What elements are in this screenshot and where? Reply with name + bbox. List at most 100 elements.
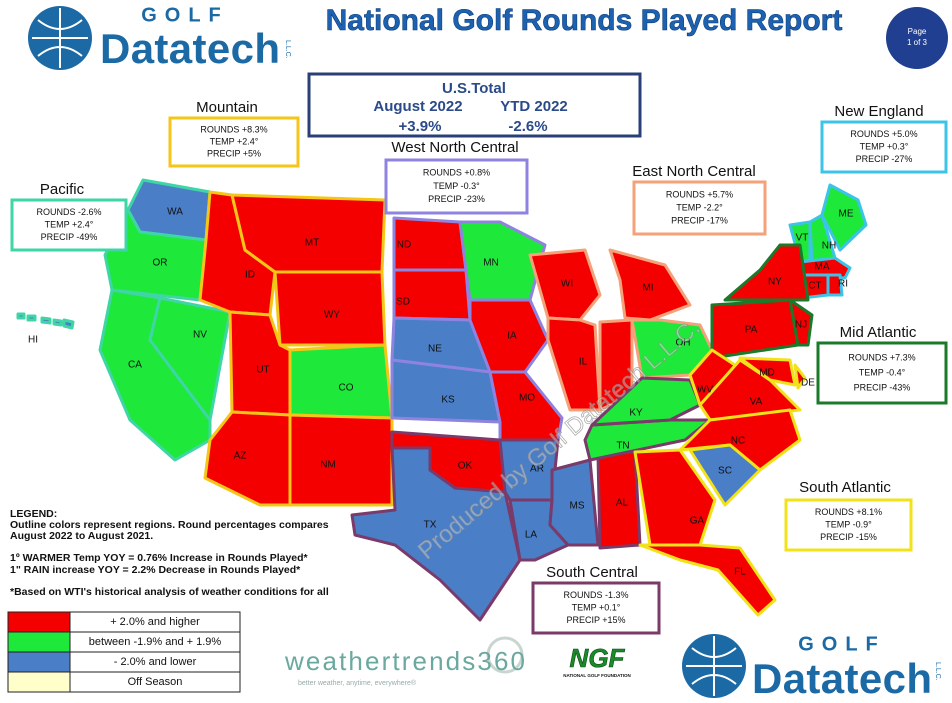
region-stat: TEMP -0.3° — [433, 181, 480, 191]
region-title: New England — [834, 103, 923, 120]
state-label: KY — [629, 408, 643, 419]
us-map — [16, 178, 868, 622]
legend-swatch — [7, 611, 71, 633]
state — [738, 356, 797, 387]
state-label: IA — [507, 331, 517, 342]
state-label: MD — [759, 368, 775, 379]
region-stat: PRECIP -49% — [41, 232, 98, 242]
state-label: NE — [428, 344, 442, 355]
region-box — [384, 158, 529, 215]
legend-title: LEGEND: — [10, 508, 57, 520]
state — [688, 443, 762, 507]
state-label: TN — [616, 441, 629, 452]
us-total-label: U.S.Total — [442, 80, 506, 97]
region-box — [816, 341, 948, 405]
state-label: NJ — [795, 320, 807, 331]
state-label: PA — [745, 325, 758, 336]
region-stat: PRECIP -17% — [671, 215, 728, 225]
region-stat: ROUNDS -1.3% — [563, 590, 628, 600]
state-label: WI — [561, 279, 573, 290]
state-label: MS — [570, 501, 585, 512]
region-stat: ROUNDS -2.6% — [36, 207, 101, 217]
legend-swatch — [7, 671, 71, 693]
logo: GOLF Datatech L.L.C. — [28, 4, 291, 72]
state-label: OK — [458, 461, 473, 472]
region-stat: PRECIP +5% — [207, 148, 261, 158]
region-stat: PRECIP -43% — [854, 382, 911, 392]
state-label: ND — [397, 240, 411, 251]
region-stat: PRECIP -27% — [856, 154, 913, 164]
state-labels: WA OR CA NV HI ID MT WY UT CO AZ NM ND SD MN NE KS IA MO WI… — [28, 207, 854, 578]
state-label: RI — [838, 279, 848, 290]
region-title: South Atlantic — [799, 479, 891, 496]
logo-suffix: L.L.C. — [284, 40, 291, 59]
legend-swatch — [7, 631, 71, 653]
legend-cell — [69, 671, 241, 693]
wt-ring — [486, 636, 524, 674]
state — [788, 298, 814, 347]
state-label: WY — [324, 310, 340, 321]
state-label: OR — [153, 258, 168, 269]
state-label: DE — [801, 378, 815, 389]
logo-top: GOLF — [141, 4, 229, 26]
legend: + 2.0% and higher between -1.9% and + 1.9… — [7, 611, 241, 693]
region-title: Pacific — [40, 181, 85, 198]
state-label: ME — [839, 209, 854, 220]
region-stat: PRECIP -23% — [428, 194, 485, 204]
legend-label: between -1.9% and + 1.9% — [89, 636, 222, 648]
region-title: South Central — [546, 564, 638, 581]
state-label: MT — [305, 238, 319, 249]
state-label: AZ — [234, 451, 247, 462]
page-badge — [886, 7, 948, 69]
region-stat: TEMP +0.3° — [860, 141, 909, 151]
state — [273, 270, 387, 347]
region-box — [820, 120, 948, 174]
logo-main: Datatech — [752, 655, 932, 702]
logo-main: Datatech — [100, 25, 280, 72]
region-stat: TEMP +2.4° — [210, 136, 259, 146]
region-title: Mid Atlantic — [840, 324, 917, 341]
region-box — [10, 198, 128, 252]
page-label: Page — [908, 27, 927, 36]
legend-line: *Based on WTI's historical analysis of w… — [10, 586, 329, 598]
state-label: MN — [483, 258, 499, 269]
state-label: GA — [690, 516, 705, 527]
region-boxes: Pacific ROUNDS -2.6% TEMP +2.4° PRECIP -49%… — [10, 99, 948, 635]
region-stat: ROUNDS +0.8% — [423, 168, 490, 178]
state — [350, 446, 522, 622]
region-title: East North Central — [632, 163, 755, 180]
state-label: UT — [256, 365, 269, 376]
state-label: LA — [525, 530, 538, 541]
state-label: MI — [642, 283, 653, 294]
state-label: CO — [339, 383, 354, 394]
legend-label: - 2.0% and lower — [114, 656, 197, 668]
region-stat: TEMP +2.4° — [45, 219, 94, 229]
region-stat: PRECIP -15% — [820, 532, 877, 542]
state-label: NC — [731, 436, 745, 447]
state — [820, 183, 868, 252]
ngf-full: NATIONAL GOLF FOUNDATION — [563, 673, 631, 678]
region-stat: ROUNDS +5.0% — [850, 129, 917, 139]
state-label: SD — [396, 297, 410, 308]
weathertrends-logo: weathertrends360 — [284, 646, 525, 676]
ngf-logo: NGF — [570, 643, 626, 673]
state-label: WV — [697, 385, 713, 396]
region-stat: TEMP +0.1° — [572, 602, 621, 612]
region-title: Mountain — [196, 99, 258, 116]
region-stat: ROUNDS +7.3% — [848, 352, 915, 362]
region-stat: ROUNDS +8.3% — [200, 124, 267, 134]
region-stat: PRECIP +15% — [566, 615, 625, 625]
state-label: CA — [128, 360, 142, 371]
region-stat: TEMP -2.2° — [676, 202, 723, 212]
state — [148, 296, 232, 422]
state-label: VA — [750, 397, 763, 408]
state-label: NY — [768, 277, 782, 288]
logo-top: GOLF — [798, 633, 886, 655]
state — [392, 268, 472, 322]
us-total-box — [307, 72, 642, 138]
state — [638, 543, 777, 617]
us-total-period: August 2022 — [373, 98, 462, 115]
region-box — [531, 581, 661, 635]
legend-label: + 2.0% and higher — [110, 616, 200, 628]
